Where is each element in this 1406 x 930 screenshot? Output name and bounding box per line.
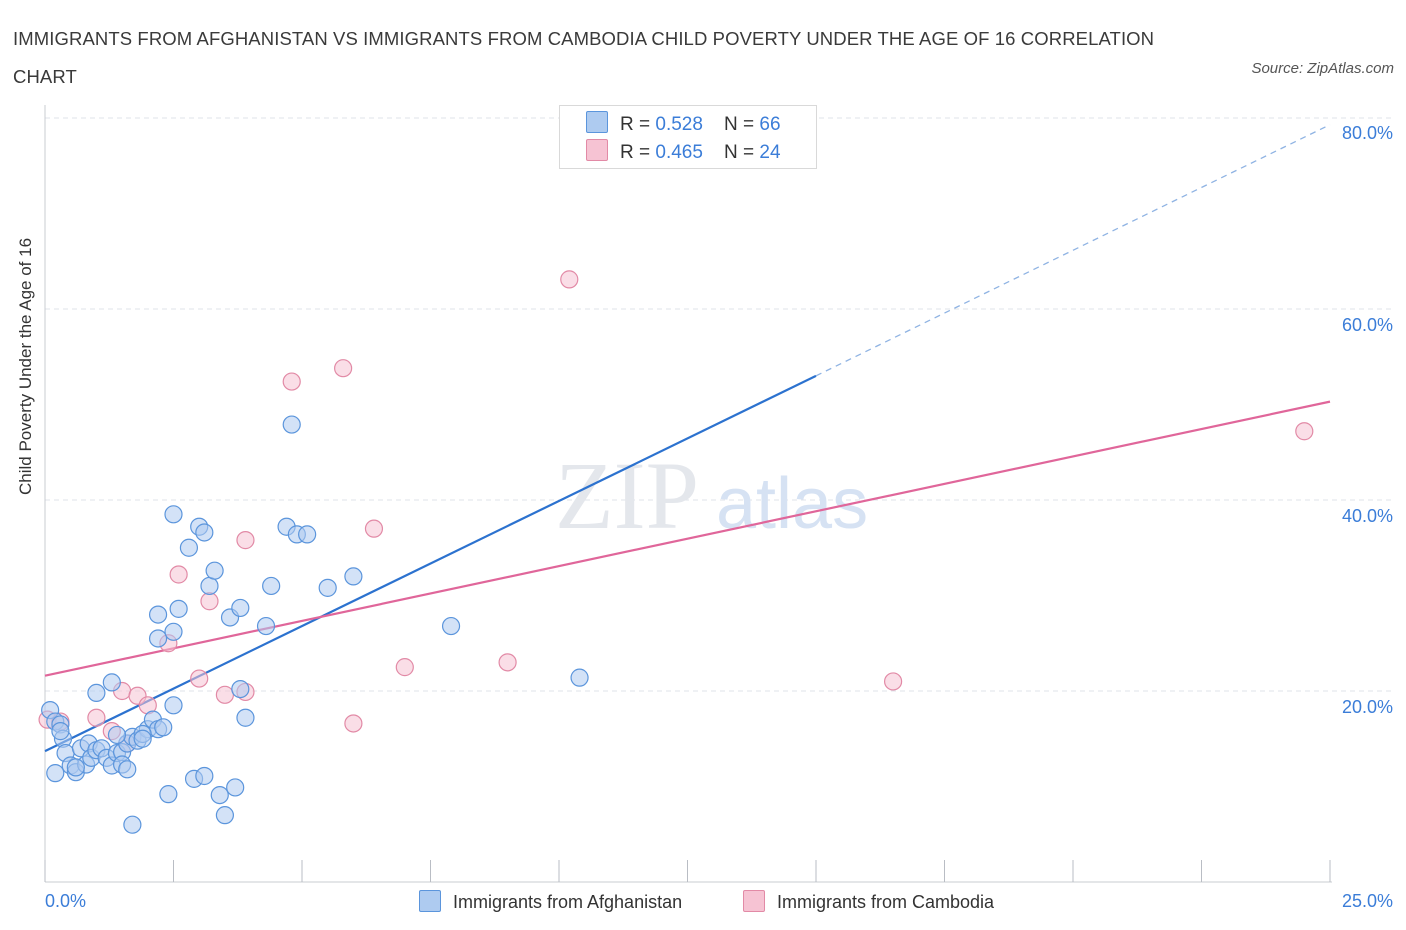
point-afghanistan (107, 725, 127, 745)
legend-swatch-afghanistan (586, 111, 608, 133)
point-afghanistan (164, 696, 183, 715)
point-afghanistan (195, 523, 214, 542)
point-afghanistan (51, 722, 70, 741)
point-cambodia (883, 672, 903, 691)
data-points (38, 270, 1314, 834)
watermark-zip: ZIP (555, 442, 699, 549)
y-tick-label: 40.0% (1341, 506, 1393, 526)
y-tick-label: 20.0% (1341, 697, 1393, 717)
point-afghanistan (169, 599, 188, 618)
legend-swatch-afghanistan (419, 890, 441, 912)
point-afghanistan (215, 806, 234, 825)
watermark: ZIP atlas (555, 442, 868, 549)
legend-swatch-cambodia (743, 890, 765, 912)
series-legend: Immigrants from Afghanistan Immigrants f… (0, 889, 1406, 915)
point-cambodia (87, 708, 106, 727)
point-afghanistan (256, 616, 276, 636)
point-afghanistan (87, 683, 106, 703)
y-tick-label: 80.0% (1341, 123, 1393, 143)
r-label: R = (620, 114, 656, 135)
point-afghanistan (118, 760, 137, 779)
point-afghanistan (148, 605, 168, 624)
point-cambodia (200, 592, 219, 611)
watermark-atlas: atlas (716, 464, 868, 544)
trend-lines (44, 124, 1331, 753)
x-tick-label-max: 25.0% (1341, 891, 1393, 911)
chart-title: IMMIGRANTS FROM AFGHANISTAN VS IMMIGRANT… (13, 28, 1155, 87)
point-afghanistan (133, 729, 152, 748)
point-afghanistan (148, 629, 168, 648)
point-cambodia (190, 669, 209, 688)
point-afghanistan (262, 576, 281, 596)
trend-line-afghanistan (44, 374, 817, 753)
legend-label-afghanistan: Immigrants from Afghanistan (453, 892, 683, 912)
point-afghanistan (179, 538, 199, 557)
point-cambodia (282, 372, 301, 391)
point-cambodia (236, 531, 255, 550)
point-afghanistan (123, 815, 142, 834)
stats-legend: R = 0.528 N = 66 R = 0.465 N = 24 (559, 105, 817, 169)
point-afghanistan (164, 505, 183, 524)
point-afghanistan (66, 758, 85, 777)
point-afghanistan (159, 785, 178, 804)
legend-item-cambodia[interactable]: Immigrants from Cambodia (743, 889, 994, 915)
point-cambodia (169, 565, 188, 584)
point-cambodia (560, 270, 579, 289)
point-cambodia (344, 714, 363, 733)
n-label: N = (724, 142, 760, 163)
r-value-cambodia: 0.465 (655, 142, 703, 163)
point-afghanistan (570, 668, 589, 687)
point-afghanistan (46, 764, 65, 783)
stats-legend-row-cambodia: R = 0.465 N = 24 (586, 139, 781, 167)
point-afghanistan (318, 578, 337, 597)
point-cambodia (364, 519, 384, 538)
point-cambodia (1295, 422, 1314, 441)
point-cambodia (498, 653, 517, 672)
y-axis-label: Child Poverty Under the Age of 16 (16, 237, 35, 495)
r-value-afghanistan: 0.528 (655, 114, 703, 135)
point-afghanistan (344, 567, 363, 586)
point-afghanistan (236, 708, 255, 727)
point-afghanistan (154, 718, 173, 737)
point-afghanistan (226, 778, 245, 797)
point-afghanistan (231, 598, 250, 618)
point-afghanistan (282, 415, 301, 434)
n-value-afghanistan: 66 (759, 114, 781, 135)
legend-label-cambodia: Immigrants from Cambodia (777, 892, 995, 912)
point-afghanistan (102, 673, 121, 692)
point-cambodia (395, 658, 414, 677)
axes (44, 105, 1332, 883)
point-cambodia (334, 359, 353, 378)
y-tick-label: 60.0% (1341, 315, 1393, 335)
point-cambodia (215, 685, 234, 704)
x-tick-label-min: 0.0% (45, 891, 87, 911)
n-value-cambodia: 24 (759, 142, 781, 163)
point-afghanistan (210, 785, 229, 805)
point-afghanistan (164, 622, 183, 641)
point-afghanistan (200, 576, 219, 596)
point-afghanistan (441, 616, 461, 636)
r-label: R = (620, 142, 656, 163)
point-afghanistan (205, 561, 224, 580)
trend-line-afghanistan-extension (815, 124, 1331, 377)
legend-item-afghanistan[interactable]: Immigrants from Afghanistan (419, 889, 682, 915)
point-afghanistan (231, 679, 250, 699)
source-label: Source: ZipAtlas.com (1251, 60, 1394, 77)
stats-legend-row-afghanistan: R = 0.528 N = 66 (586, 111, 781, 139)
n-label: N = (724, 114, 760, 135)
point-afghanistan (298, 525, 317, 544)
legend-swatch-cambodia (586, 139, 608, 161)
point-afghanistan (195, 766, 214, 786)
